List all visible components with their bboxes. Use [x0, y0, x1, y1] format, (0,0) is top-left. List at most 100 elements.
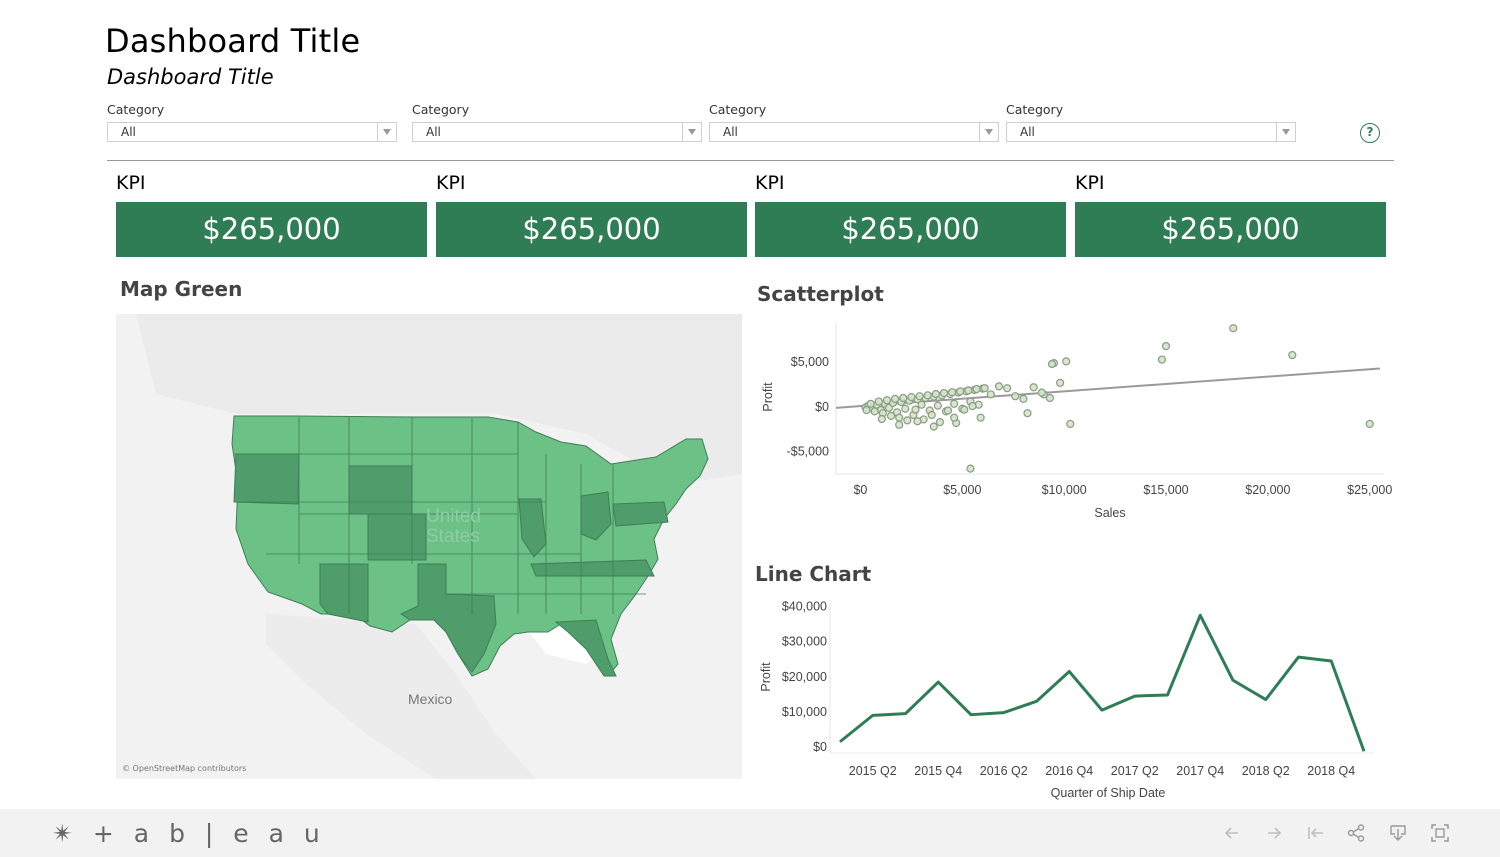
- scatter-point[interactable]: [1062, 357, 1071, 366]
- scatter-point[interactable]: [948, 388, 957, 397]
- fullscreen-icon[interactable]: [1430, 823, 1450, 843]
- category-filter-2: Category All: [412, 102, 702, 142]
- mexico-label: Mexico: [408, 691, 453, 707]
- scatter-point[interactable]: [911, 405, 920, 414]
- category-dropdown-4[interactable]: All: [1006, 122, 1296, 142]
- profit-series-line: [839, 613, 1366, 752]
- scatter-point[interactable]: [1229, 324, 1238, 333]
- state-tennessee-nc[interactable]: [530, 559, 655, 577]
- y-axis-ticks: $40,000 $30,000 $20,000 $10,000 $0: [782, 600, 827, 754]
- state-illinois[interactable]: [518, 498, 547, 558]
- kpi-label: KPI: [116, 172, 146, 194]
- scatter-point[interactable]: [895, 413, 904, 422]
- scatter-point[interactable]: [907, 393, 916, 402]
- scatter-point[interactable]: [1047, 359, 1057, 369]
- scatter-point[interactable]: [929, 422, 938, 431]
- undo-icon[interactable]: [1222, 823, 1242, 843]
- scatter-point[interactable]: [933, 401, 942, 410]
- filter-label: Category: [107, 102, 165, 117]
- y-tick-label: $5,000: [791, 355, 829, 369]
- category-dropdown-2[interactable]: All: [412, 122, 702, 142]
- help-icon[interactable]: ?: [1360, 123, 1380, 143]
- filter-value: All: [1020, 125, 1035, 139]
- scatter-point[interactable]: [886, 411, 896, 420]
- scatter-point[interactable]: [972, 384, 981, 394]
- scatter-point[interactable]: [915, 392, 924, 401]
- scatter-point[interactable]: [927, 410, 936, 420]
- scatter-point[interactable]: [994, 382, 1004, 391]
- category-filter-1: Category All: [107, 102, 397, 142]
- x-tick-label: 2017 Q4: [1176, 764, 1224, 778]
- scatter-point[interactable]: [899, 393, 908, 403]
- scatterplot-chart[interactable]: $0 $5,000 $10,000 $15,000 $20,000 $25,000 $5,…: [752, 312, 1392, 527]
- x-axis-ticks: $0 $5,000 $10,000 $15,000 $20,000 $25,000: [853, 483, 1392, 497]
- scatter-point[interactable]: [901, 404, 910, 413]
- download-icon[interactable]: [1388, 823, 1408, 843]
- scatter-point[interactable]: [1157, 355, 1167, 364]
- scatter-point[interactable]: [1161, 342, 1171, 351]
- scatter-point[interactable]: [1045, 393, 1055, 403]
- scatter-point[interactable]: [939, 388, 949, 398]
- chevron-down-icon[interactable]: [1276, 123, 1295, 141]
- state-florida[interactable]: [554, 619, 617, 677]
- x-axis-title: Quarter of Ship Date: [1051, 786, 1166, 800]
- scatter-point[interactable]: [956, 387, 965, 396]
- dashboard-title: Dashboard Title: [105, 22, 361, 60]
- category-dropdown-1[interactable]: All: [107, 122, 397, 142]
- scatter-point[interactable]: [943, 406, 953, 415]
- line-gridlines: [829, 603, 1374, 754]
- state-oregon[interactable]: [233, 453, 300, 505]
- scatter-point[interactable]: [986, 390, 995, 399]
- filter-label: Category: [709, 102, 767, 117]
- scatter-point[interactable]: [923, 391, 932, 400]
- scatter-point[interactable]: [980, 384, 989, 393]
- scatter-point[interactable]: [862, 405, 871, 415]
- state-colorado[interactable]: [367, 513, 427, 561]
- scatter-point[interactable]: [950, 399, 959, 408]
- scatter-point[interactable]: [874, 397, 883, 406]
- scatter-point[interactable]: [1023, 409, 1032, 418]
- map-credit: © OpenStreetMap contributors: [122, 764, 247, 773]
- state-wyoming[interactable]: [348, 465, 413, 515]
- share-icon[interactable]: [1346, 823, 1366, 843]
- redo-icon[interactable]: [1264, 823, 1284, 843]
- scatter-point[interactable]: [960, 405, 969, 414]
- scatter-point[interactable]: [877, 414, 886, 424]
- revert-icon[interactable]: [1305, 823, 1325, 843]
- y-tick-label: $20,000: [782, 670, 827, 684]
- scatter-point[interactable]: [1066, 419, 1075, 429]
- scatter-point[interactable]: [1365, 419, 1374, 429]
- us-map[interactable]: United States Mexico © OpenStreetMap con…: [116, 314, 742, 779]
- scatter-point[interactable]: [917, 400, 926, 409]
- scatter-point[interactable]: [1055, 378, 1065, 387]
- scatter-point[interactable]: [913, 417, 922, 426]
- y-tick-label: $0: [815, 400, 829, 414]
- scatter-point[interactable]: [966, 464, 975, 473]
- scatter-point[interactable]: [935, 418, 944, 427]
- scatter-point[interactable]: [1029, 383, 1038, 392]
- scatter-point[interactable]: [890, 394, 900, 403]
- tableau-logo[interactable]: ✴ + a b | e a u: [52, 819, 326, 848]
- chevron-down-icon[interactable]: [682, 123, 701, 141]
- state-arizona[interactable]: [319, 563, 369, 623]
- scatter-point[interactable]: [1288, 350, 1297, 360]
- scatter-point[interactable]: [931, 389, 940, 399]
- scatter-point[interactable]: [882, 396, 892, 405]
- scatter-point[interactable]: [903, 416, 912, 425]
- chevron-down-icon[interactable]: [979, 123, 998, 141]
- scatter-point[interactable]: [1011, 392, 1020, 401]
- scatter-point[interactable]: [968, 401, 977, 411]
- scatter-point[interactable]: [895, 420, 904, 429]
- category-dropdown-3[interactable]: All: [709, 122, 999, 142]
- scatter-point[interactable]: [1019, 394, 1028, 403]
- scatter-point[interactable]: [866, 399, 875, 408]
- scatter-point[interactable]: [950, 413, 959, 422]
- scatter-point[interactable]: [964, 386, 973, 395]
- scatter-point[interactable]: [976, 413, 985, 422]
- state-pennsylvania[interactable]: [612, 501, 669, 527]
- chevron-down-icon[interactable]: [377, 123, 396, 141]
- scatter-point[interactable]: [870, 407, 879, 416]
- scatter-point[interactable]: [1037, 388, 1046, 397]
- line-chart[interactable]: 2015 Q2 2015 Q4 2016 Q2 2016 Q4 2017 Q2 2017 …: [752, 593, 1392, 803]
- scatter-point[interactable]: [1003, 384, 1012, 393]
